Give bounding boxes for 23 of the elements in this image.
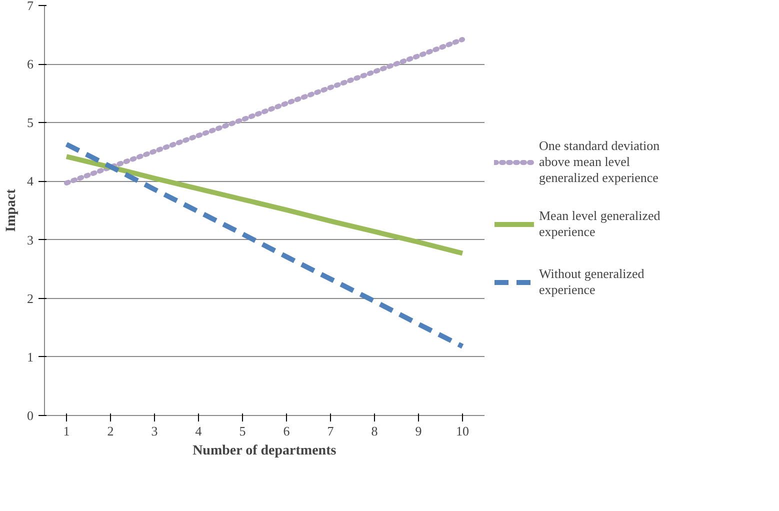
y-tick-label: 5 <box>27 115 34 130</box>
y-axis-title: Impact <box>4 188 19 232</box>
x-tick-label: 2 <box>107 424 114 438</box>
y-tick-label: 2 <box>27 290 34 306</box>
y-tick-label: 4 <box>27 174 34 189</box>
x-tick-label: 4 <box>195 424 202 438</box>
x-tick-label: 10 <box>456 424 469 438</box>
x-axis-title: Number of departments <box>192 444 337 458</box>
x-tick-label: 9 <box>415 424 422 438</box>
legend-label: Mean level generalized experience <box>539 206 660 241</box>
x-tick-label: 5 <box>239 424 246 438</box>
legend-label: One standard deviation above mean level generalized experience <box>539 138 660 186</box>
y-tick-label: 7 <box>27 0 34 13</box>
y-tick-label: 6 <box>27 56 34 72</box>
y-tick-label: 1 <box>27 349 34 364</box>
x-tick-label: 7 <box>327 424 334 438</box>
y-tick-label: 0 <box>27 408 34 423</box>
x-tick-label: 8 <box>371 424 378 438</box>
x-tick-label: 6 <box>283 424 290 438</box>
y-tick-label: 3 <box>27 232 34 248</box>
x-tick-label: 1 <box>63 424 70 438</box>
x-tick-label: 3 <box>151 424 158 438</box>
legend-label: Without generalized experience <box>539 264 644 299</box>
